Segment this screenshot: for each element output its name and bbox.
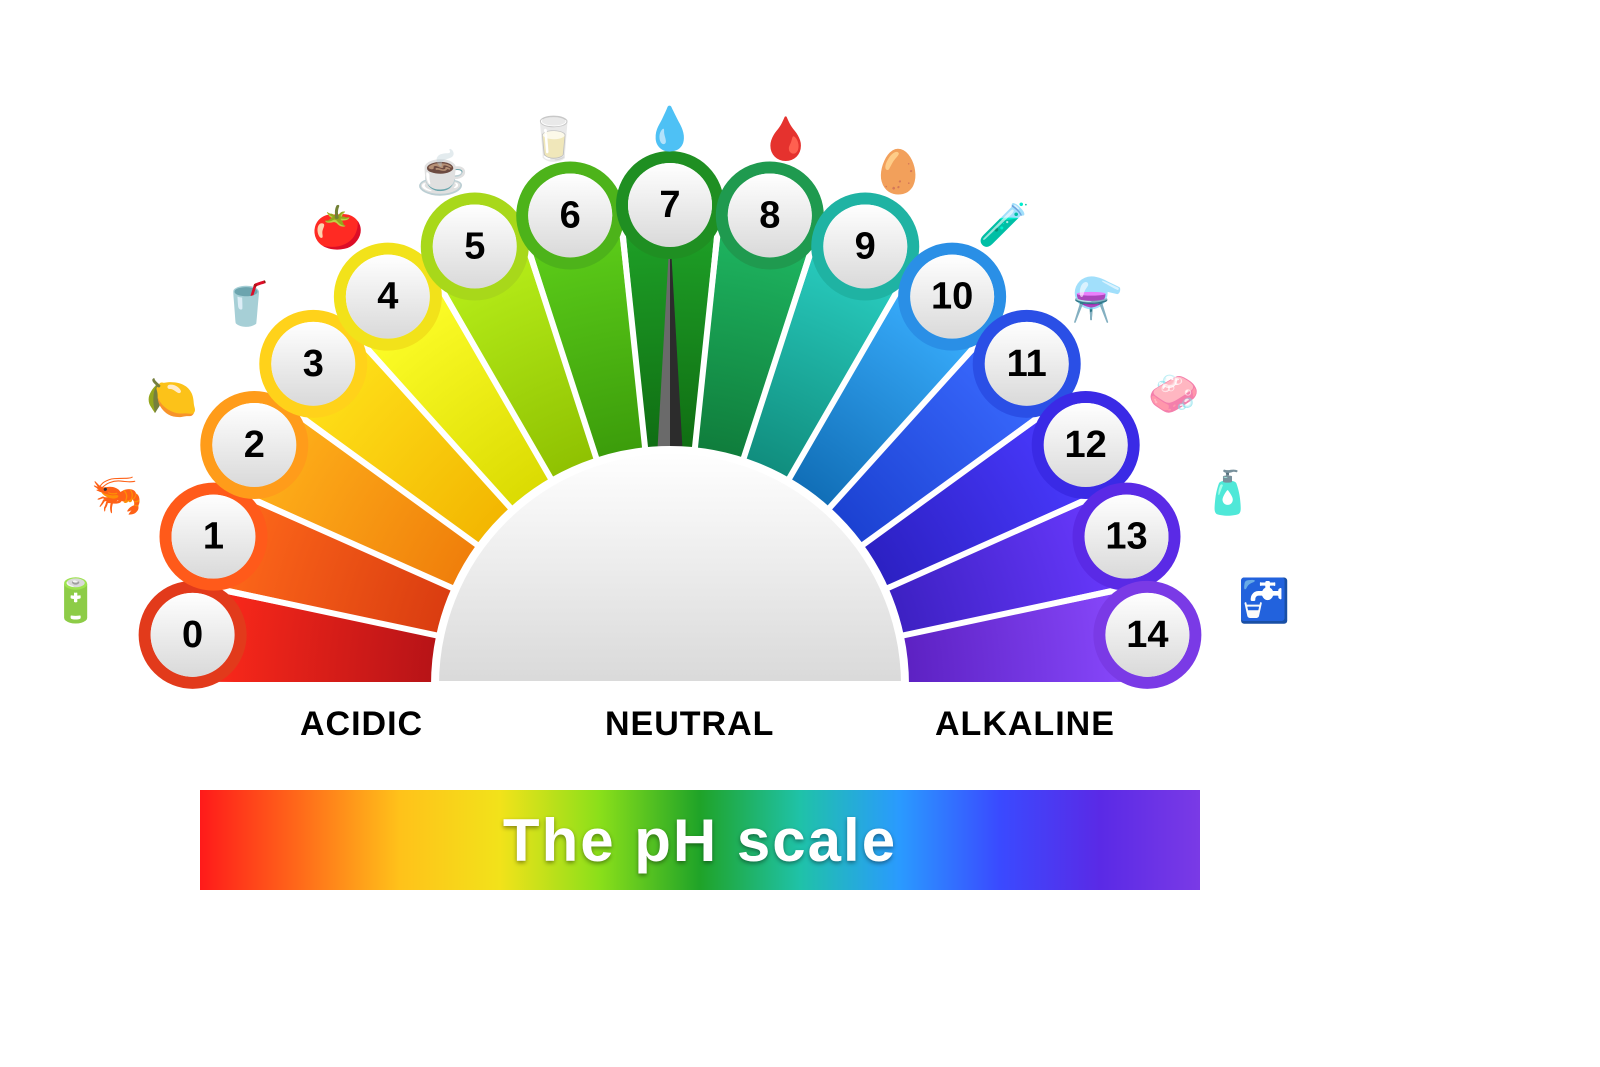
ph-value-3: 3 bbox=[303, 343, 324, 385]
label-alkaline: ALKALINE bbox=[935, 705, 1115, 744]
ph-value-5: 5 bbox=[464, 225, 485, 267]
label-acidic: ACIDIC bbox=[300, 705, 423, 744]
ph-value-14: 14 bbox=[1126, 614, 1168, 656]
label-neutral: NEUTRAL bbox=[605, 705, 774, 744]
ph-value-13: 13 bbox=[1105, 516, 1147, 558]
ph-value-2: 2 bbox=[244, 424, 265, 466]
ph-gauge: 01234567891011121314 bbox=[0, 0, 1600, 1067]
ph-value-10: 10 bbox=[931, 276, 973, 318]
ph-value-1: 1 bbox=[203, 516, 224, 558]
title-text: The pH scale bbox=[503, 806, 897, 875]
ph-value-0: 0 bbox=[182, 614, 203, 656]
ph-value-12: 12 bbox=[1065, 424, 1107, 466]
ph-value-6: 6 bbox=[560, 194, 581, 236]
title-bar: The pH scale bbox=[200, 790, 1200, 890]
ph-value-8: 8 bbox=[759, 194, 780, 236]
ph-value-11: 11 bbox=[1007, 343, 1047, 385]
ph-value-4: 4 bbox=[377, 276, 398, 318]
ph-value-9: 9 bbox=[855, 225, 876, 267]
ph-value-7: 7 bbox=[659, 184, 680, 226]
